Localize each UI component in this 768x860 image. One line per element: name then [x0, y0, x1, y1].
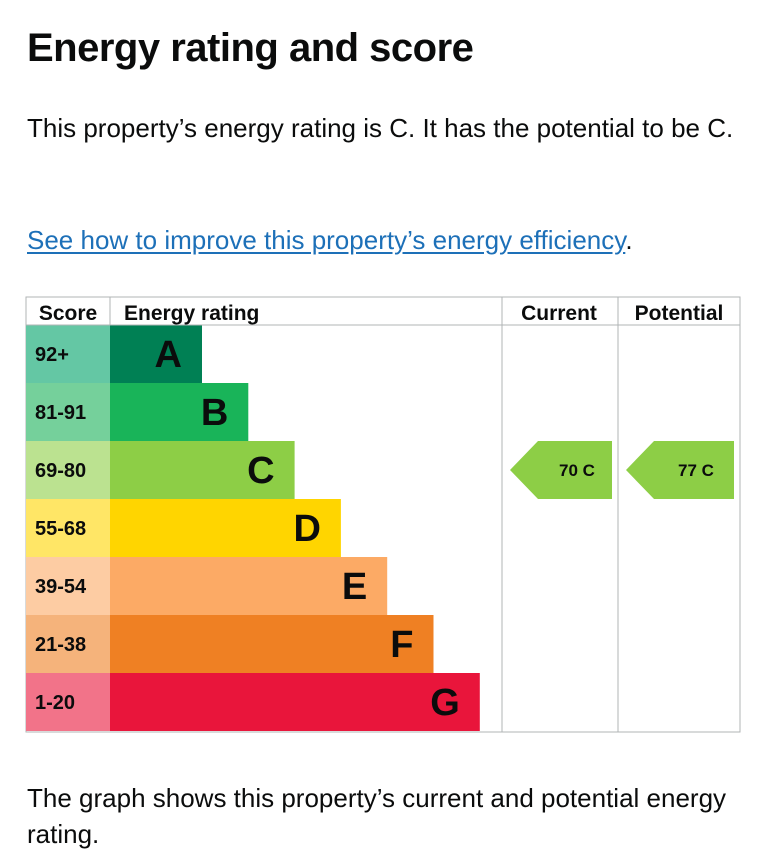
band-letter-e: E	[342, 566, 367, 608]
band-letter-c: C	[247, 450, 274, 492]
current-arrow	[510, 441, 612, 499]
header-score: Score	[39, 302, 97, 325]
score-cell-c	[26, 441, 110, 499]
score-cell-f	[26, 615, 110, 673]
score-range-f: 21-38	[35, 634, 86, 656]
score-cell-a	[26, 325, 110, 383]
score-cell-g	[26, 673, 110, 731]
band-letter-g: G	[430, 682, 460, 724]
score-range-g: 1-20	[35, 692, 75, 714]
score-cell-b	[26, 383, 110, 441]
graph-description: The graph shows this property’s current …	[27, 783, 727, 849]
score-range-d: 55-68	[35, 518, 86, 540]
improve-paragraph: See how to improve this property’s energ…	[27, 222, 633, 258]
current-rating-label: 70 C	[559, 461, 595, 480]
link-suffix: .	[625, 225, 633, 255]
band-bar-g	[110, 673, 480, 731]
band-letter-a: A	[155, 334, 182, 376]
score-range-e: 39-54	[35, 576, 87, 598]
header-energy-rating: Energy rating	[124, 302, 259, 325]
improve-efficiency-link[interactable]: See how to improve this property’s energ…	[27, 225, 626, 255]
score-cell-d	[26, 499, 110, 557]
score-range-a: 92+	[35, 344, 69, 366]
energy-rating-chart: Score Energy rating Current Potential 92+ A 81…	[25, 296, 741, 733]
band-bar-b	[110, 383, 249, 441]
band-bar-c	[110, 441, 295, 499]
band-bar-e	[110, 557, 388, 615]
score-range-b: 81-91	[35, 402, 86, 424]
page-title: Energy rating and score	[27, 26, 474, 70]
band-letter-b: B	[201, 392, 228, 434]
header-current: Current	[521, 302, 597, 325]
potential-rating-label: 77 C	[678, 461, 714, 480]
band-letter-f: F	[390, 624, 413, 666]
band-bar-d	[110, 499, 341, 557]
band-letter-d: D	[293, 508, 320, 550]
header-potential: Potential	[635, 302, 724, 325]
band-bar-a	[110, 325, 202, 383]
band-bar-f	[110, 615, 434, 673]
score-range-c: 69-80	[35, 460, 86, 482]
rating-summary: This property’s energy rating is C. It h…	[27, 113, 734, 143]
potential-arrow	[626, 441, 734, 499]
score-cell-e	[26, 557, 110, 615]
